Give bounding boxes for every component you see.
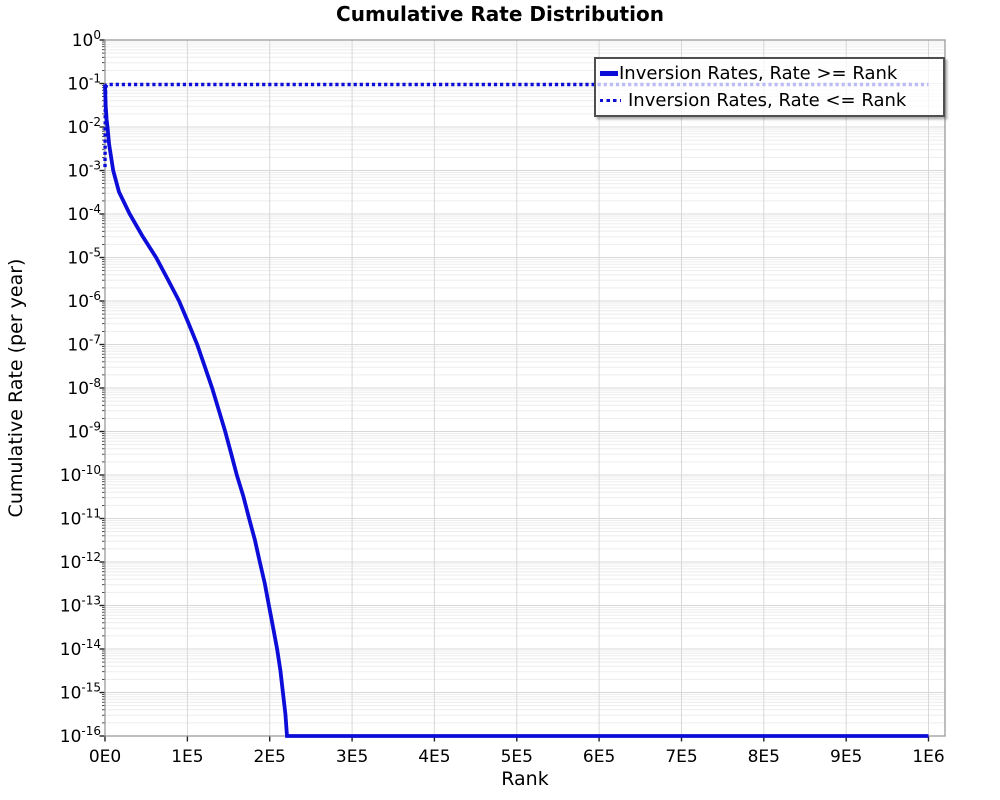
legend-label-rate-ge-rank: Inversion Rates, Rate >= Rank	[619, 63, 898, 84]
y-tick-label: 10-6	[67, 289, 101, 312]
y-tick-label: 10-10	[60, 463, 101, 486]
chart-title: Cumulative Rate Distribution	[336, 2, 664, 26]
legend-label-rate-le-rank: Inversion Rates, Rate <= Rank	[628, 90, 907, 111]
y-tick-label: 10-9	[67, 420, 101, 443]
x-tick-label: 9E5	[830, 747, 862, 767]
legend-item-rate-ge-rank: Inversion Rates, Rate >= Rank	[600, 60, 941, 87]
x-tick-label: 1E5	[171, 747, 203, 767]
x-tick-label: 2E5	[254, 747, 286, 767]
x-tick-label: 5E5	[501, 747, 533, 767]
x-tick-label: 1E6	[912, 747, 944, 767]
y-tick-label: 10-13	[60, 594, 101, 617]
y-tick-label: 10-1	[67, 72, 101, 95]
dotted-line-swatch-icon	[600, 98, 621, 103]
y-axis-title: Cumulative Rate (per year)	[5, 258, 27, 518]
y-tick-label: 10-2	[67, 115, 101, 138]
legend: Inversion Rates, Rate >= Rank Inversion …	[594, 57, 945, 117]
y-tick-label: 10-5	[67, 246, 101, 269]
y-tick-label: 10-7	[67, 333, 101, 356]
x-tick-label: 6E5	[583, 747, 615, 767]
legend-item-rate-le-rank: Inversion Rates, Rate <= Rank	[600, 87, 941, 114]
y-tick-label: 10-3	[67, 159, 101, 182]
x-tick-label: 7E5	[665, 747, 697, 767]
x-axis-title: Rank	[501, 768, 549, 790]
series-rate-ge-rank-line	[103, 84, 929, 738]
y-tick-label: 10-11	[60, 507, 101, 530]
x-tick-label: 8E5	[748, 747, 780, 767]
y-tick-label: 10-16	[60, 724, 101, 747]
y-tick-label: 10-4	[67, 202, 101, 225]
y-tick-label: 100	[72, 28, 101, 51]
x-tick-label: 4E5	[418, 747, 450, 767]
y-tick-label: 10-14	[60, 637, 101, 660]
y-tick-label: 10-15	[60, 681, 101, 704]
x-tick-label: 0E0	[89, 747, 121, 767]
series-rate-le-rank-line	[103, 82, 929, 168]
solid-line-swatch-icon	[600, 71, 618, 76]
y-tick-label: 10-8	[67, 376, 101, 399]
y-tick-label: 10-12	[60, 550, 101, 573]
x-tick-label: 3E5	[336, 747, 368, 767]
